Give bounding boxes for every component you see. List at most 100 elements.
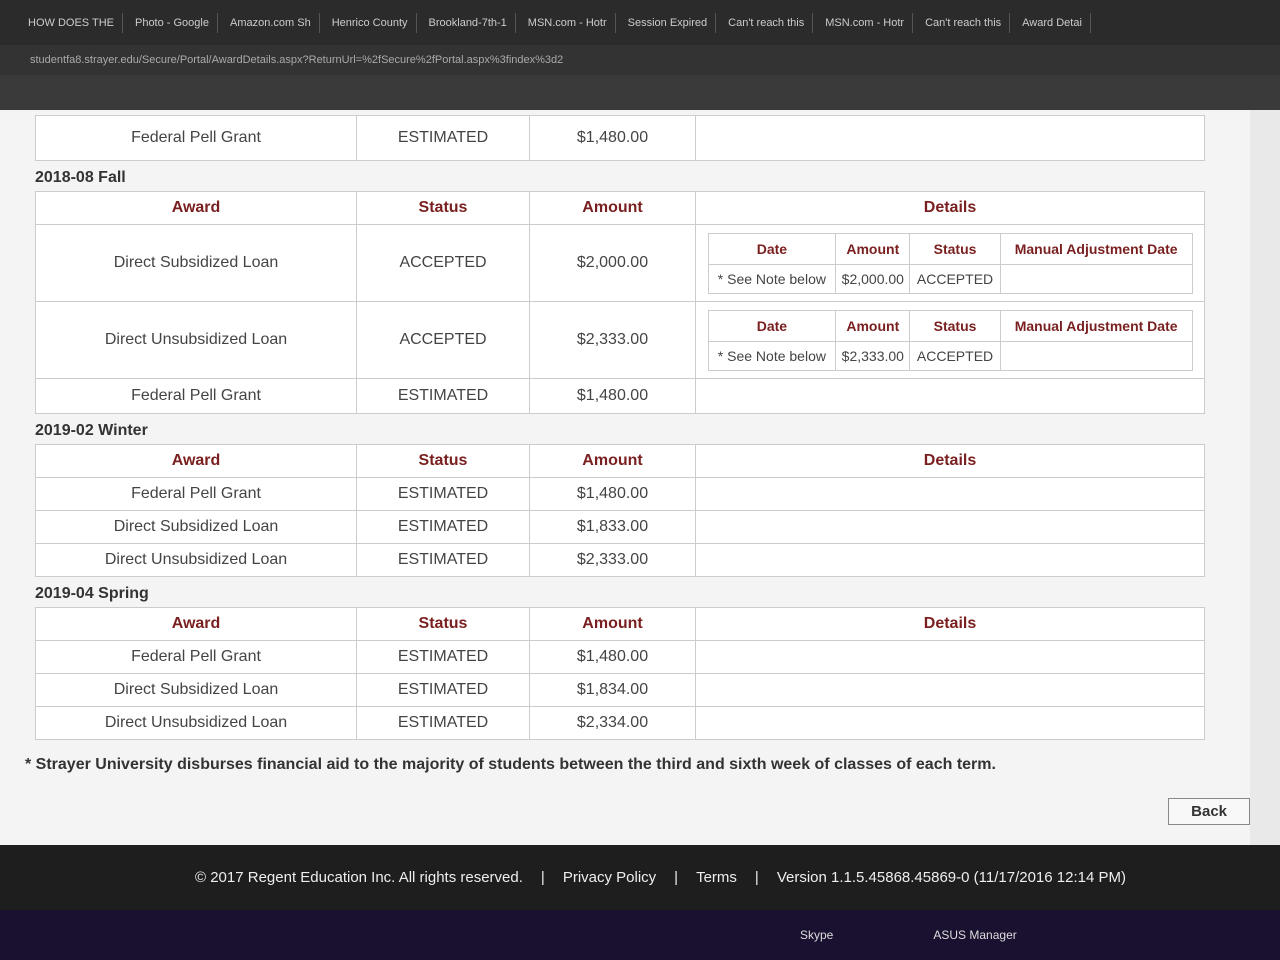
- cell-details: [695, 640, 1205, 674]
- footnote: * Strayer University disburses financial…: [25, 756, 996, 773]
- award-table: Award Status Amount Details Direct Subsidize…: [35, 191, 1205, 414]
- cell-status: ACCEPTED: [356, 301, 530, 379]
- tab[interactable]: MSN.com - Hotr: [520, 12, 616, 33]
- bookmarks-bar: [0, 75, 1280, 110]
- details-header-row: Date Amount Status Manual Adjustment Date: [707, 309, 1193, 342]
- cell-details: [695, 543, 1205, 577]
- tab[interactable]: Can't reach this: [720, 12, 814, 33]
- tab[interactable]: Award Detai: [1014, 12, 1091, 33]
- details-header: Date: [707, 232, 837, 265]
- tab[interactable]: Can't reach this: [917, 12, 1011, 33]
- details-header: Status: [909, 309, 1001, 342]
- separator: |: [674, 869, 679, 886]
- details-header: Status: [909, 232, 1001, 265]
- cell-amount: $1,480.00: [529, 640, 696, 674]
- cell-details: Date Amount Status Manual Adjustment Date * …: [695, 301, 1205, 379]
- column-header: Amount: [529, 444, 696, 478]
- taskbar: Skype ASUS Manager: [0, 910, 1280, 960]
- cell-amount: $1,480.00: [529, 477, 696, 511]
- row: Direct Unsubsidized Loan ESTIMATED $2,334.…: [35, 706, 1205, 740]
- tab[interactable]: MSN.com - Hotr: [817, 12, 914, 33]
- column-header: Award: [35, 444, 357, 478]
- cell-award: Direct Unsubsidized Loan: [35, 543, 357, 577]
- cell-award: Direct Subsidized Loan: [35, 673, 357, 707]
- cell-status: ESTIMATED: [356, 673, 530, 707]
- cell-status: ESTIMATED: [356, 510, 530, 544]
- column-header: Details: [695, 607, 1205, 641]
- details-header: Amount: [835, 309, 911, 342]
- back-button[interactable]: Back: [1168, 798, 1250, 825]
- header-row: Award Status Amount Details: [35, 191, 1205, 225]
- details-table: Date Amount Status Manual Adjustment Date * …: [707, 232, 1193, 294]
- footer: © 2017 Regent Education Inc. All rights …: [0, 845, 1280, 910]
- cell-status: ESTIMATED: [356, 543, 530, 577]
- column-header: Award: [35, 607, 357, 641]
- cell-details: Date Amount Status Manual Adjustment Date * …: [695, 224, 1205, 302]
- cell-award: Direct Subsidized Loan: [35, 224, 357, 302]
- cell-details: [695, 706, 1205, 740]
- row: Direct Unsubsidized Loan ACCEPTED $2,333.0…: [35, 301, 1205, 379]
- details-table: Date Amount Status Manual Adjustment Date * …: [707, 309, 1193, 371]
- cell-amount: $1,480.00: [529, 115, 696, 161]
- tab[interactable]: Brookland-7th-1: [421, 12, 516, 33]
- column-header: Status: [356, 444, 530, 478]
- taskbar-item[interactable]: ASUS Manager: [933, 928, 1017, 942]
- separator: |: [540, 869, 545, 886]
- footer-link[interactable]: Terms: [696, 869, 737, 886]
- term-title: 2019-02 Winter: [35, 422, 148, 439]
- term-title: 2018-08 Fall: [35, 169, 126, 186]
- details-cell: * See Note below: [707, 263, 837, 294]
- cell-details: [695, 673, 1205, 707]
- column-header: Amount: [529, 607, 696, 641]
- details-cell: ACCEPTED: [909, 263, 1001, 294]
- cell-amount: $1,834.00: [529, 673, 696, 707]
- cell-amount: $2,333.00: [529, 543, 696, 577]
- cell-award: Federal Pell Grant: [35, 477, 357, 511]
- cell-status: ESTIMATED: [356, 115, 530, 161]
- tab[interactable]: Photo - Google: [127, 12, 218, 33]
- row: Direct Subsidized Loan ESTIMATED $1,833.00: [35, 510, 1205, 544]
- cell-details: [695, 115, 1205, 161]
- column-header: Status: [356, 191, 530, 225]
- details-row: * See Note below $2,333.00 ACCEPTED: [707, 340, 1193, 371]
- details-row: * See Note below $2,000.00 ACCEPTED: [707, 263, 1193, 294]
- details-cell: * See Note below: [707, 340, 837, 371]
- tab-bar: HOW DOES THE Photo - Google Amazon.com Sh H…: [0, 0, 1280, 45]
- column-header: Amount: [529, 191, 696, 225]
- address-bar[interactable]: studentfa8.strayer.edu/Secure/Portal/Awa…: [0, 45, 1280, 75]
- version: Version 1.1.5.45868.45869-0 (11/17/2016 …: [776, 869, 1126, 886]
- term-title: 2019-04 Spring: [35, 585, 149, 602]
- tab[interactable]: Henrico County: [324, 12, 417, 33]
- details-header: Manual Adjustment Date: [999, 309, 1193, 342]
- tab[interactable]: HOW DOES THE: [20, 12, 123, 33]
- tab[interactable]: Session Expired: [620, 12, 717, 33]
- column-header: Details: [695, 444, 1205, 478]
- award-table: Award Status Amount Details Federal Pell Gra…: [35, 444, 1205, 577]
- cell-award: Direct Unsubsidized Loan: [35, 301, 357, 379]
- separator: |: [754, 869, 759, 886]
- details-cell: [999, 263, 1193, 294]
- details-header: Manual Adjustment Date: [999, 232, 1193, 265]
- footer-link[interactable]: Privacy Policy: [562, 869, 657, 886]
- award-table: Award Status Amount Details Federal Pell Gra…: [35, 607, 1205, 740]
- column-header: Status: [356, 607, 530, 641]
- cell-amount: $2,333.00: [529, 301, 696, 379]
- row: Federal Pell Grant ESTIMATED $1,480.00: [35, 477, 1205, 511]
- details-cell: [999, 340, 1193, 371]
- taskbar-item[interactable]: Skype: [800, 928, 834, 942]
- cell-amount: $2,000.00: [529, 224, 696, 302]
- row: Federal Pell Grant ESTIMATED $1,480.00: [35, 378, 1205, 414]
- cell-details: [695, 510, 1205, 544]
- row: Federal Pell Grant ESTIMATED $1,480.00: [35, 115, 1205, 161]
- row: Direct Subsidized Loan ACCEPTED $2,000.00 D…: [35, 224, 1205, 302]
- cell-award: Federal Pell Grant: [35, 378, 357, 414]
- row: Direct Subsidized Loan ESTIMATED $1,834.00: [35, 673, 1205, 707]
- details-cell: ACCEPTED: [909, 340, 1001, 371]
- cell-status: ESTIMATED: [356, 640, 530, 674]
- tab[interactable]: Amazon.com Sh: [222, 12, 320, 33]
- column-header: Details: [695, 191, 1205, 225]
- cell-status: ESTIMATED: [356, 378, 530, 414]
- details-cell: $2,333.00: [835, 340, 911, 371]
- details-header: Amount: [835, 232, 911, 265]
